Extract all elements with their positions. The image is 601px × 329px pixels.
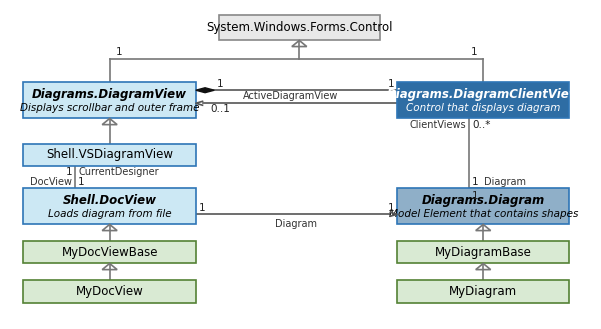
Text: Diagram: Diagram [484,177,526,187]
Text: 1: 1 [66,167,72,177]
Text: 1: 1 [78,177,85,187]
Text: MyDiagram: MyDiagram [449,285,517,298]
FancyBboxPatch shape [23,188,196,224]
Text: Diagram: Diagram [275,219,317,229]
Text: CurrentDesigner: CurrentDesigner [78,167,159,177]
Text: MyDiagramBase: MyDiagramBase [435,246,532,259]
Text: Diagrams.Diagram: Diagrams.Diagram [421,194,545,207]
FancyBboxPatch shape [23,280,196,303]
Text: 0..1: 0..1 [210,104,230,114]
Text: Shell.VSDiagramView: Shell.VSDiagramView [46,148,173,161]
FancyBboxPatch shape [397,241,569,264]
Text: Shell.DocView: Shell.DocView [63,194,157,207]
Polygon shape [196,88,214,93]
FancyBboxPatch shape [397,82,569,118]
Text: 1: 1 [199,203,206,213]
Text: 1: 1 [115,47,122,57]
FancyBboxPatch shape [397,280,569,303]
Text: System.Windows.Forms.Control: System.Windows.Forms.Control [206,21,392,34]
Text: Model Element that contains shapes: Model Element that contains shapes [388,209,578,219]
FancyBboxPatch shape [219,15,380,40]
FancyBboxPatch shape [397,188,569,224]
Text: Diagrams.DiagramClientView: Diagrams.DiagramClientView [386,88,580,101]
FancyBboxPatch shape [23,241,196,264]
Text: 1: 1 [217,79,224,89]
Text: MyDocViewBase: MyDocViewBase [61,246,158,259]
Text: 0..*: 0..* [472,120,490,130]
Text: Loads diagram from file: Loads diagram from file [48,209,171,219]
FancyBboxPatch shape [23,143,196,166]
Text: Control that displays diagram: Control that displays diagram [406,103,560,114]
Text: 1: 1 [471,47,477,57]
Text: ActiveDiagramView: ActiveDiagramView [243,91,338,101]
Text: ClientViews: ClientViews [410,120,466,130]
Text: 1: 1 [388,203,394,213]
Text: 1: 1 [472,191,479,201]
Text: 1: 1 [472,177,479,187]
Text: MyDocView: MyDocView [76,285,144,298]
Text: Displays scrollbar and outer frame: Displays scrollbar and outer frame [20,103,200,114]
Text: DocView: DocView [30,177,72,187]
Text: Diagrams.DiagramView: Diagrams.DiagramView [32,88,187,101]
Text: 1: 1 [388,79,394,89]
FancyBboxPatch shape [23,82,196,118]
